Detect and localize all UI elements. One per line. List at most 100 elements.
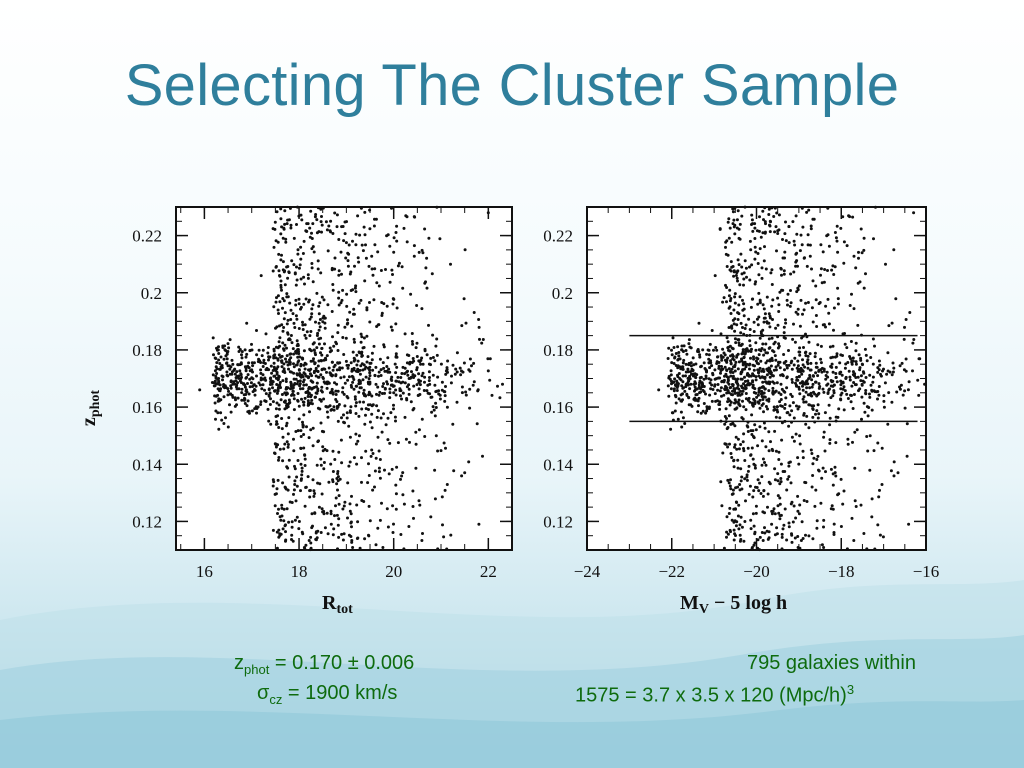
- data-point: [748, 265, 751, 269]
- data-point: [353, 286, 357, 290]
- data-point: [297, 417, 301, 421]
- data-point: [280, 359, 284, 363]
- data-point: [337, 296, 341, 300]
- data-point: [729, 393, 733, 396]
- data-point: [744, 392, 748, 395]
- data-point: [419, 358, 423, 362]
- data-point: [308, 347, 312, 351]
- data-point: [229, 386, 233, 390]
- data-point: [854, 341, 858, 345]
- data-point: [716, 383, 720, 386]
- data-point: [392, 250, 396, 254]
- data-point: [394, 352, 398, 356]
- data-point: [808, 254, 812, 258]
- data-point: [311, 222, 315, 226]
- data-point: [741, 348, 745, 352]
- data-point: [801, 456, 805, 460]
- data-point: [421, 251, 425, 255]
- data-point: [253, 388, 257, 392]
- data-point: [306, 376, 310, 380]
- data-point: [296, 248, 300, 252]
- data-point: [767, 536, 771, 540]
- data-point: [667, 346, 671, 350]
- data-point: [713, 274, 717, 278]
- data-point: [739, 389, 743, 393]
- data-point: [773, 390, 777, 394]
- data-point: [408, 362, 412, 366]
- data-point: [848, 215, 852, 219]
- data-point: [693, 388, 697, 392]
- data-point: [766, 492, 770, 496]
- data-point: [746, 430, 750, 433]
- data-point: [294, 377, 298, 381]
- data-point: [444, 385, 447, 388]
- data-point: [261, 383, 265, 387]
- data-point: [784, 239, 788, 243]
- data-point: [882, 394, 886, 398]
- data-point: [434, 344, 438, 348]
- data-point: [409, 400, 413, 404]
- data-point: [775, 526, 779, 530]
- data-point: [812, 456, 816, 460]
- data-point: [726, 340, 730, 344]
- data-point: [689, 382, 693, 386]
- data-point: [751, 222, 754, 226]
- data-point: [400, 474, 404, 478]
- data-point: [321, 377, 325, 380]
- data-point: [399, 477, 402, 481]
- data-point: [850, 292, 853, 296]
- data-point: [478, 337, 481, 341]
- data-point: [736, 437, 740, 441]
- data-point: [380, 311, 384, 315]
- data-point: [296, 459, 300, 462]
- data-point: [333, 458, 337, 461]
- data-point: [792, 439, 796, 443]
- data-point: [296, 355, 300, 359]
- data-point: [729, 478, 732, 482]
- data-point: [271, 484, 275, 488]
- data-point: [368, 365, 372, 369]
- data-point: [290, 259, 294, 263]
- data-point: [878, 533, 882, 537]
- data-point: [843, 366, 847, 370]
- data-point: [776, 296, 780, 300]
- data-point: [801, 537, 805, 540]
- data-point: [764, 361, 768, 365]
- data-point: [307, 391, 311, 395]
- data-point: [401, 365, 405, 369]
- data-point: [488, 378, 492, 382]
- data-point: [345, 411, 349, 415]
- data-point: [796, 312, 800, 316]
- data-point: [743, 352, 747, 356]
- data-point: [245, 352, 249, 356]
- data-point: [386, 416, 390, 420]
- data-point: [763, 426, 767, 430]
- data-point: [290, 533, 294, 537]
- data-point: [754, 511, 758, 515]
- data-point: [757, 401, 761, 405]
- data-point: [780, 273, 783, 277]
- data-point: [333, 514, 336, 518]
- data-point: [348, 509, 352, 513]
- data-point: [783, 250, 787, 254]
- data-point: [402, 226, 406, 230]
- data-point: [269, 397, 272, 401]
- data-point: [354, 284, 358, 288]
- data-point: [773, 533, 777, 537]
- data-point: [279, 217, 283, 221]
- data-point: [716, 376, 720, 380]
- data-point: [683, 422, 687, 425]
- data-point: [239, 373, 243, 377]
- data-point: [821, 466, 825, 470]
- data-point: [300, 469, 304, 473]
- data-point: [312, 348, 316, 352]
- data-point: [363, 279, 367, 283]
- data-point: [806, 243, 810, 247]
- data-point: [290, 341, 294, 345]
- data-point: [834, 441, 838, 445]
- data-point: [353, 395, 357, 399]
- data-point: [843, 389, 847, 393]
- y-tick-label: 0.22: [543, 227, 573, 246]
- data-point: [753, 530, 757, 534]
- data-point: [309, 541, 313, 545]
